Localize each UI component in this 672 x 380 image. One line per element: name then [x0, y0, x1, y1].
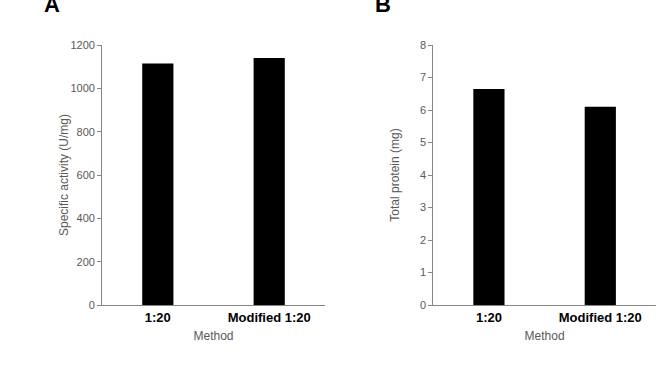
svg-text:2: 2 — [420, 234, 426, 246]
svg-text:400: 400 — [77, 212, 95, 224]
svg-text:800: 800 — [77, 126, 95, 138]
svg-text:0: 0 — [420, 299, 426, 311]
svg-text:1: 1 — [420, 266, 426, 278]
svg-text:Total protein (mg): Total protein (mg) — [388, 128, 402, 221]
svg-text:B: B — [375, 0, 391, 17]
svg-text:200: 200 — [77, 256, 95, 268]
svg-text:Specific activity (U/mg): Specific activity (U/mg) — [57, 114, 71, 236]
svg-text:Modified 1:20: Modified 1:20 — [559, 310, 642, 325]
svg-text:1200: 1200 — [70, 39, 94, 51]
svg-text:3: 3 — [420, 201, 426, 213]
svg-text:5: 5 — [420, 136, 426, 148]
svg-text:6: 6 — [420, 104, 426, 116]
svg-text:4: 4 — [420, 169, 426, 181]
svg-text:0: 0 — [89, 299, 95, 311]
svg-text:7: 7 — [420, 71, 426, 83]
svg-text:A: A — [44, 0, 60, 17]
svg-text:1:20: 1:20 — [145, 310, 171, 325]
svg-text:8: 8 — [420, 39, 426, 51]
svg-text:1000: 1000 — [70, 82, 94, 94]
svg-text:Modified 1:20: Modified 1:20 — [228, 310, 311, 325]
svg-text:600: 600 — [77, 169, 95, 181]
svg-text:Method: Method — [193, 329, 233, 343]
svg-text:Method: Method — [525, 329, 565, 343]
svg-text:1:20: 1:20 — [476, 310, 502, 325]
